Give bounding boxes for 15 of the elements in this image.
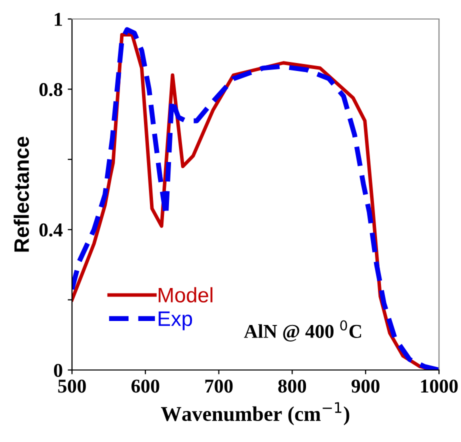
y-tick-label: 0.8 bbox=[39, 83, 62, 96]
y-tick-label: 0.4 bbox=[39, 223, 63, 237]
x-axis-title: Wavenumber (cm$^{−1}$) bbox=[161, 402, 350, 426]
x-tick-label: 800 bbox=[278, 380, 306, 393]
x-tick-label: 1000 bbox=[421, 380, 458, 393]
y-tick-label: 0 bbox=[54, 364, 62, 377]
x-tick-label: 500 bbox=[58, 380, 86, 393]
legend-label: Exp bbox=[158, 312, 192, 330]
x-tick-label: 600 bbox=[131, 380, 160, 393]
y-tick-label: 1 bbox=[54, 12, 62, 26]
x-tick-label: 700 bbox=[205, 380, 233, 393]
legend-label: Model bbox=[158, 287, 212, 302]
annotation: AlN @ 400 $^{0}$C bbox=[244, 320, 362, 342]
y-axis-title: Reflectance bbox=[14, 136, 29, 252]
x-tick-label: 900 bbox=[352, 380, 380, 393]
